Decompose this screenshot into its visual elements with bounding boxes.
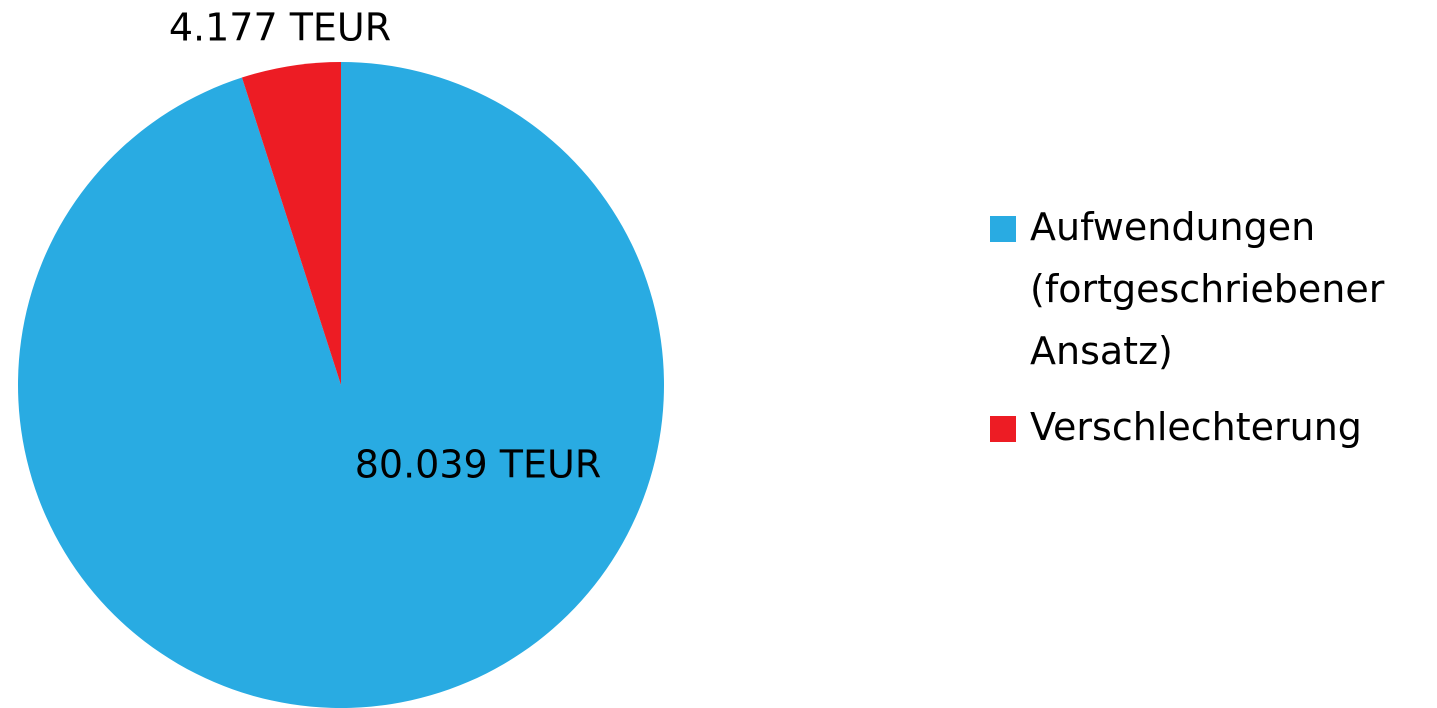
- legend-label: Aufwendungen (fortgeschriebener Ansatz): [1030, 205, 1385, 373]
- legend-swatch: [990, 216, 1016, 242]
- data-label: 80.039 TEUR: [355, 443, 601, 487]
- pie-slice: [18, 62, 664, 708]
- legend-label: Verschlechterung: [1030, 405, 1362, 449]
- pie-slice: [241, 62, 341, 385]
- legend-swatch: [990, 416, 1016, 442]
- legend: Aufwendungen (fortgeschriebener Ansatz) V…: [990, 196, 1430, 472]
- data-label: 4.177 TEUR: [169, 6, 391, 50]
- legend-item: Aufwendungen (fortgeschriebener Ansatz): [990, 196, 1430, 382]
- legend-item: Verschlechterung: [990, 396, 1430, 458]
